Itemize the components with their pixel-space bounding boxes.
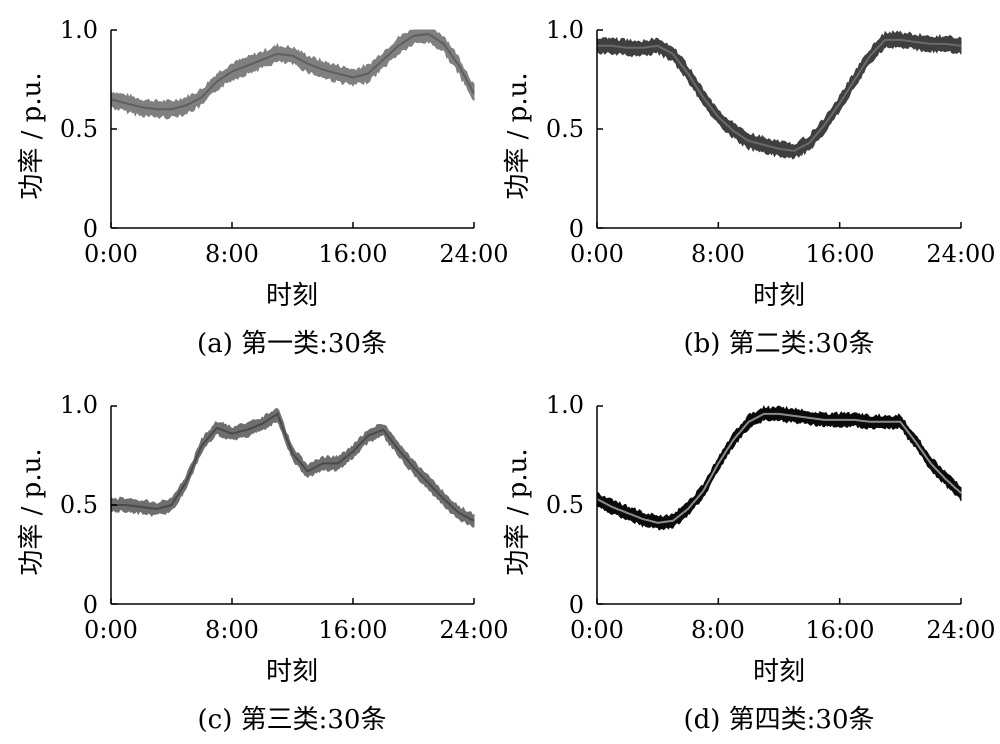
- x-tick-label: 0:00: [84, 616, 138, 644]
- load-curve-band: [596, 30, 962, 160]
- x-axis-label: 时刻: [753, 281, 805, 311]
- y-axis-label: 功率 / p.u.: [503, 72, 533, 199]
- x-tick-label: 8:00: [691, 240, 745, 268]
- panel-caption: (d) 第四类:30条: [683, 705, 874, 735]
- y-axis-label: 功率 / p.u.: [17, 448, 47, 575]
- x-tick-label: 0:00: [570, 616, 624, 644]
- x-axis-label: 时刻: [266, 281, 318, 311]
- panel-d: 1.0 0.5 0 0:00 8:00 16:00 24:00 时刻 功率 / …: [503, 391, 996, 735]
- y-tick-label: 0: [569, 591, 584, 619]
- x-tick-label: 16:00: [318, 240, 387, 268]
- mean-curve: [111, 412, 475, 522]
- x-tick-label: 24:00: [926, 240, 995, 268]
- x-tick-label: 24:00: [439, 240, 508, 268]
- panel-c: 1.0 0.5 0 0:00 8:00 16:00 24:00 时刻 功率 / …: [17, 391, 509, 735]
- panel-caption: (b) 第二类:30条: [683, 329, 874, 359]
- y-tick-label: 1.0: [546, 16, 584, 44]
- panel-b: 1.0 0.5 0 0:00 8:00 16:00 24:00 时刻 功率 / …: [503, 16, 996, 359]
- y-tick-label: 0: [569, 215, 584, 243]
- y-tick-label: 0: [83, 215, 98, 243]
- load-curve-band: [110, 408, 475, 528]
- mean-curve: [110, 32, 475, 111]
- panel-caption: (c) 第三类:30条: [198, 705, 387, 735]
- y-tick-label: 0.5: [60, 491, 98, 519]
- y-tick-label: 0.5: [60, 115, 98, 143]
- mean-curve: [597, 38, 962, 152]
- y-tick-label: 1.0: [546, 391, 584, 419]
- load-curve-band: [596, 405, 962, 531]
- x-axis-label: 时刻: [266, 657, 318, 687]
- y-tick-label: 1.0: [60, 391, 98, 419]
- x-tick-label: 8:00: [205, 616, 259, 644]
- panel-a: 1.0 0.5 0 0:00 8:00 16:00 24:00 时刻 功率 / …: [17, 16, 509, 359]
- x-axis-label: 时刻: [753, 657, 805, 687]
- y-tick-label: 0.5: [546, 491, 584, 519]
- y-tick-label: 0.5: [546, 115, 584, 143]
- mean-curve: [596, 412, 962, 524]
- y-tick-label: 1.0: [60, 16, 98, 44]
- x-tick-label: 16:00: [805, 616, 874, 644]
- x-tick-label: 24:00: [926, 616, 995, 644]
- panel-caption: (a) 第一类:30条: [197, 329, 387, 359]
- x-tick-label: 16:00: [805, 240, 874, 268]
- load-curve-band: [110, 29, 475, 120]
- y-tick-label: 0: [83, 591, 98, 619]
- x-tick-label: 24:00: [439, 616, 508, 644]
- x-tick-label: 16:00: [318, 616, 387, 644]
- y-axis-label: 功率 / p.u.: [17, 72, 47, 199]
- x-tick-label: 8:00: [691, 616, 745, 644]
- x-tick-label: 0:00: [570, 240, 624, 268]
- x-tick-label: 0:00: [84, 240, 138, 268]
- y-axis-label: 功率 / p.u.: [503, 448, 533, 575]
- x-tick-label: 8:00: [205, 240, 259, 268]
